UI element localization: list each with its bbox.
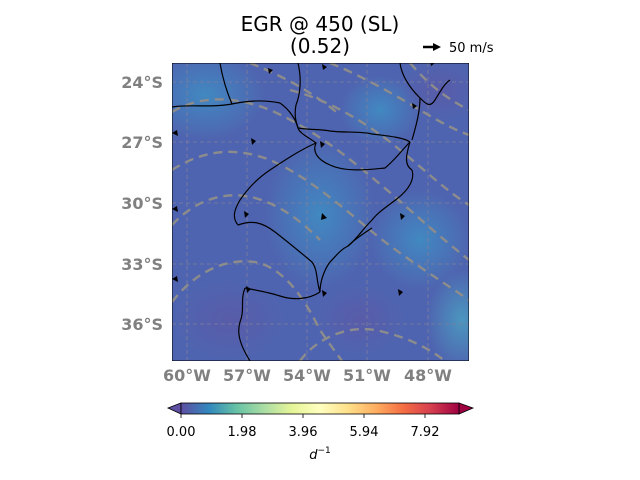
lon-label: 51°W bbox=[343, 366, 391, 385]
map-title-line2: (0.52) bbox=[290, 34, 350, 58]
colorbar-extend-max-icon bbox=[459, 403, 473, 414]
colorbar-extend-min-icon bbox=[168, 403, 181, 414]
lon-label: 54°W bbox=[283, 366, 331, 385]
lon-label: 48°W bbox=[404, 366, 452, 385]
map-title-line1: EGR @ 450 (SL) bbox=[241, 12, 400, 36]
latitude-labels: 24°S 27°S 30°S 33°S 36°S bbox=[121, 73, 163, 334]
unit-exponent: −1 bbox=[317, 446, 330, 456]
field-patch bbox=[400, 60, 480, 120]
colorbar-tick-marks bbox=[181, 414, 425, 418]
reference-arrowhead-icon bbox=[433, 43, 441, 51]
colorbar: 0.00 1.98 3.96 5.94 7.92 d−1 bbox=[167, 403, 473, 463]
colorbar-tick-label: 5.94 bbox=[350, 425, 379, 440]
lat-label: 30°S bbox=[121, 194, 163, 213]
colorbar-unit-label: d−1 bbox=[309, 446, 331, 463]
colorbar-tick-label: 0.00 bbox=[167, 425, 196, 440]
field-patch bbox=[175, 280, 285, 360]
lat-label: 33°S bbox=[121, 255, 163, 274]
lat-label: 36°S bbox=[121, 315, 163, 334]
colorbar-tick-label: 1.98 bbox=[228, 425, 257, 440]
colorbar-tick-label: 3.96 bbox=[289, 425, 318, 440]
lon-label: 60°W bbox=[163, 366, 211, 385]
colorbar-tick-label: 7.92 bbox=[411, 425, 440, 440]
map-panel bbox=[145, 50, 497, 370]
colorbar-gradient bbox=[181, 403, 459, 414]
wind-reference-key: 50 m/s bbox=[423, 41, 494, 56]
field-patch bbox=[315, 285, 405, 355]
lat-label: 24°S bbox=[121, 73, 163, 92]
lon-label: 57°W bbox=[223, 366, 271, 385]
longitude-labels: 60°W 57°W 54°W 51°W 48°W bbox=[163, 366, 452, 385]
lat-label: 27°S bbox=[121, 133, 163, 152]
wind-reference-label: 50 m/s bbox=[449, 41, 494, 56]
